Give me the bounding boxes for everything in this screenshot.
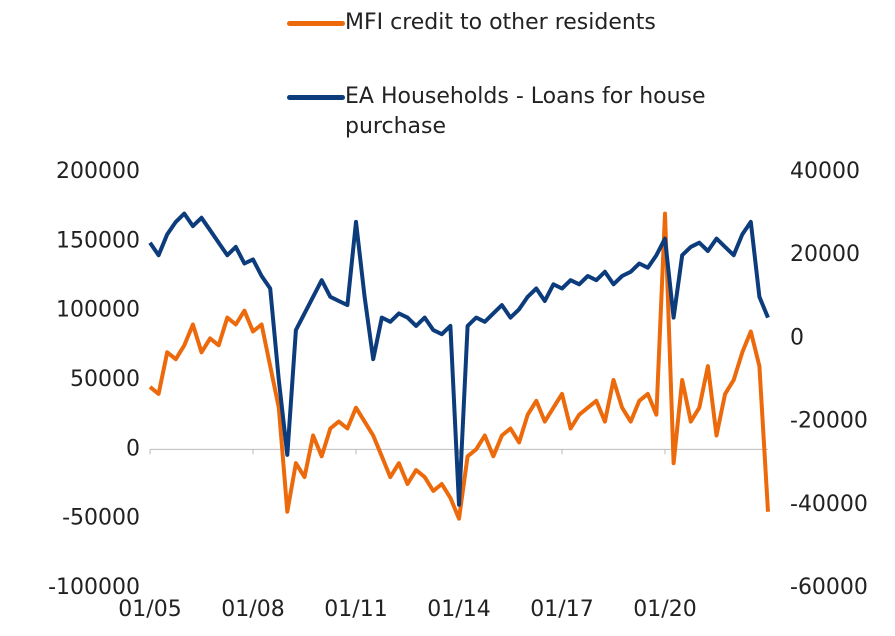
y2-tick-label: 0 (790, 325, 804, 350)
legend-swatch (287, 21, 345, 26)
y-tick-label: -50000 (62, 506, 140, 531)
y-tick-label: 50000 (70, 367, 140, 392)
legend-label: MFI credit to other residents (345, 10, 656, 35)
legend-item: EA Households - Loans for house purchase (287, 82, 785, 142)
x-tick-label: 01/08 (221, 597, 284, 622)
y2-tick-label: -20000 (790, 409, 868, 434)
series-line (148, 211, 770, 521)
y2-tick-label: -60000 (790, 575, 868, 600)
x-tick-label: 01/05 (118, 597, 181, 622)
series-line (148, 211, 770, 507)
x-tick-label: 01/11 (324, 597, 387, 622)
x-tick-label: 01/17 (530, 597, 593, 622)
y-tick-label: -100000 (48, 575, 140, 600)
y-tick-label: 0 (126, 436, 140, 461)
legend-item: MFI credit to other residents (287, 8, 785, 38)
y2-tick-label: -40000 (790, 492, 868, 517)
x-tick-label: 01/20 (633, 597, 696, 622)
legend-swatch (287, 95, 345, 100)
y-tick-label: 100000 (56, 298, 140, 323)
x-tick-label: 01/14 (427, 597, 490, 622)
y2-tick-label: 20000 (790, 242, 860, 267)
y2-tick-label: 40000 (790, 159, 860, 184)
legend-label: EA Households - Loans for house purchase (345, 84, 706, 139)
y-tick-label: 150000 (56, 228, 140, 253)
y-tick-label: 200000 (56, 159, 140, 184)
